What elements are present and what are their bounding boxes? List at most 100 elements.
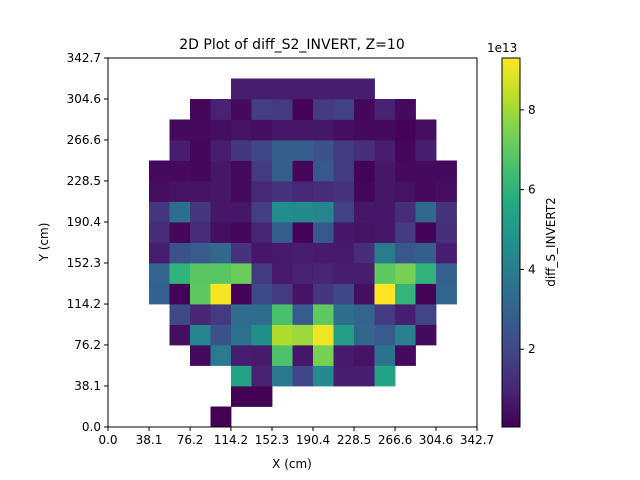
plot-frame [107, 57, 478, 428]
heatmap-cell [251, 303, 273, 325]
heatmap-cell [395, 262, 416, 284]
y-tick-label: 304.6 [67, 92, 101, 106]
heatmap-cell [395, 345, 416, 366]
heatmap-cell [272, 242, 293, 264]
heatmap-cell [190, 303, 211, 325]
heatmap-cell [292, 119, 314, 141]
heatmap-cell [436, 242, 457, 264]
heatmap-cell [190, 119, 211, 141]
heatmap-cell [231, 303, 252, 325]
heatmap-cell [354, 365, 375, 387]
heatmap-cell [149, 201, 170, 223]
heatmap-cell [354, 180, 375, 202]
x-tick-label: 304.6 [419, 433, 453, 447]
y-tick-label: 152.3 [67, 256, 101, 270]
x-tick-label: 114.2 [214, 433, 248, 447]
heatmap-cell [395, 324, 416, 346]
heatmap-cell [415, 119, 437, 141]
y-tick-label: 266.6 [67, 133, 101, 147]
heatmap-cell [354, 119, 375, 141]
heatmap-cell [251, 160, 273, 182]
heatmap-cell [333, 365, 355, 387]
heatmap-cell [374, 365, 396, 387]
heatmap-cell [292, 345, 314, 366]
heatmap-cell [169, 242, 191, 264]
heatmap-cell [272, 180, 293, 202]
heatmap-cell [292, 242, 314, 264]
heatmap-cell [333, 324, 355, 346]
colorbar-offset-text: 1e13 [487, 41, 517, 55]
heatmap-cell [313, 324, 334, 346]
heatmap-cell [415, 324, 437, 346]
heatmap-cell [292, 160, 314, 182]
heatmap-cell [272, 98, 293, 120]
heatmap-cell [292, 262, 314, 284]
heatmap-cell [436, 283, 457, 305]
heatmap-cell [190, 98, 211, 120]
heatmap-cell [436, 160, 457, 182]
heatmap-cell [415, 262, 437, 284]
heatmap-cell [231, 119, 252, 141]
heatmap-cell [251, 119, 273, 141]
heatmap-cell [313, 139, 334, 161]
heatmap-cell [292, 324, 314, 346]
y-tick-label: 76.2 [74, 338, 101, 352]
heatmap-cell [395, 221, 416, 243]
heatmap-cell [251, 201, 273, 223]
heatmap-cell [169, 139, 191, 161]
heatmap-cell [354, 160, 375, 182]
heatmap-cell [169, 201, 191, 223]
heatmap-cell [292, 139, 314, 161]
heatmap-cell [169, 283, 191, 305]
heatmap-cell [231, 221, 252, 243]
heatmap-cell [333, 160, 355, 182]
heatmap-cell [190, 345, 211, 366]
heatmap-cell [251, 262, 273, 284]
heatmap-cell [313, 160, 334, 182]
heatmap-cell [374, 242, 396, 264]
heatmap-cell [210, 119, 232, 141]
y-tick-label: 0.0 [82, 420, 101, 434]
x-tick-label: 342.7 [460, 433, 494, 447]
heatmap-cell [395, 201, 416, 223]
heatmap-cell [333, 139, 355, 161]
heatmap-cell [415, 180, 437, 202]
heatmap-cell [251, 386, 273, 407]
heatmap-cell [251, 283, 273, 305]
heatmap-cell [231, 283, 252, 305]
heatmap-cell [374, 303, 396, 325]
heatmap-cell [210, 221, 232, 243]
heatmap-cell [415, 303, 437, 325]
heatmap-cell [354, 78, 375, 100]
heatmap-cell [251, 78, 273, 100]
heatmap-cell [313, 242, 334, 264]
heatmap-cell [169, 262, 191, 284]
y-axis-ticks: 0.0 38.1 76.2 114.2 152.3 190.4 228.5 266.6 304.… [67, 51, 108, 434]
heatmap-cell [333, 78, 355, 100]
heatmap-cell [210, 201, 232, 223]
heatmap-cell [354, 242, 375, 264]
heatmap-cell [251, 365, 273, 387]
heatmap-cell [169, 119, 191, 141]
heatmap-cell [333, 221, 355, 243]
heatmap-cell [272, 324, 293, 346]
heatmap-cell [190, 221, 211, 243]
heatmap-cell [251, 98, 273, 120]
heatmap-cell [395, 119, 416, 141]
heatmap-cell [231, 201, 252, 223]
heatmap-cell [415, 283, 437, 305]
heatmap-cell [313, 98, 334, 120]
heatmap-cell [231, 78, 252, 100]
heatmap-cell [292, 180, 314, 202]
heatmap-cell [313, 345, 334, 366]
heatmap-cell [374, 180, 396, 202]
heatmap-cell [251, 221, 273, 243]
heatmap-cell [210, 160, 232, 182]
heatmap-cell [374, 201, 396, 223]
y-tick-label: 342.7 [67, 51, 101, 65]
heatmap-cell [415, 242, 437, 264]
heatmap-cell [415, 160, 437, 182]
heatmap-cell [210, 180, 232, 202]
heatmap-cell [272, 139, 293, 161]
heatmap-cell [210, 262, 232, 284]
